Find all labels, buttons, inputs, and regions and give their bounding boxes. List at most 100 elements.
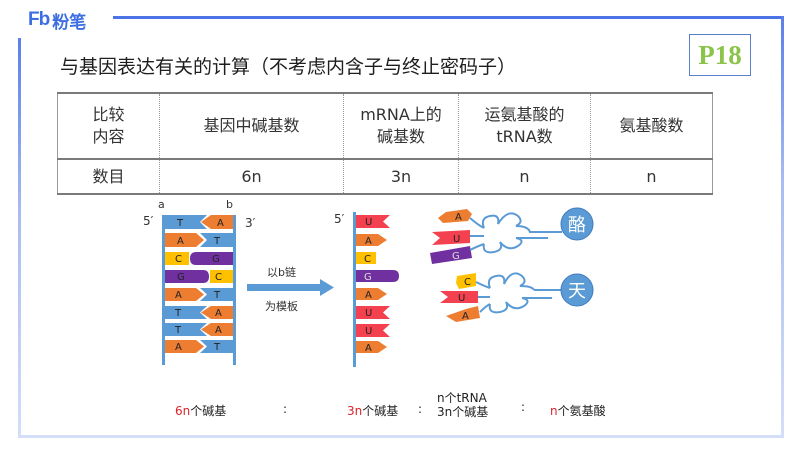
header-text: 氨基酸数 bbox=[619, 116, 684, 135]
ratio-mrna-unit: 个碱基 bbox=[362, 404, 399, 418]
header-cell-mrna-bases: mRNA上的 碱基数 bbox=[343, 92, 459, 160]
base-letter: G bbox=[364, 272, 372, 283]
header-text: 碱基数 bbox=[376, 127, 425, 146]
base-letter: T bbox=[174, 325, 182, 336]
cell-mrna-bases: 3n bbox=[343, 159, 459, 195]
base-pair: T A bbox=[165, 323, 233, 336]
ratio-amino-unit: 个氨基酸 bbox=[557, 404, 606, 418]
base-letter: A bbox=[175, 290, 182, 301]
header-text: mRNA上的 bbox=[360, 105, 442, 124]
page-number-badge: P18 bbox=[689, 34, 751, 76]
header-cell-gene-bases: 基因中碱基数 bbox=[159, 92, 344, 160]
base-letter: A bbox=[365, 290, 372, 301]
ratio-trna-line1: n个tRNA bbox=[437, 391, 487, 405]
amino-acid-aspartate-label: 天 bbox=[568, 281, 586, 302]
row-label: 数目 bbox=[57, 159, 160, 195]
table-header-row: 比较 内容 基因中碱基数 mRNA上的 碱基数 运氨基酸的 tRNA数 氨基酸数 bbox=[57, 92, 713, 160]
ratio-trna: n个tRNA 3n个碱基 bbox=[437, 391, 488, 419]
header-cell-trna-count: 运氨基酸的 tRNA数 bbox=[458, 92, 591, 160]
base-letter: A bbox=[215, 308, 222, 319]
mrna-bases: U A C G A U U A bbox=[356, 215, 399, 354]
header-text: tRNA数 bbox=[496, 127, 553, 146]
base-pair: C G bbox=[165, 252, 233, 265]
dna-base-pairs: T A A T C G G C A T bbox=[165, 215, 233, 353]
base-pair: A T bbox=[165, 340, 233, 353]
ratio-amino-acids: n个氨基酸 bbox=[550, 402, 606, 419]
base-pair: T A bbox=[165, 215, 233, 229]
template-arrow bbox=[247, 279, 334, 296]
mrna-five-prime-label: 5′ bbox=[334, 212, 345, 226]
base-letter: C bbox=[364, 254, 371, 265]
base-letter: A bbox=[217, 218, 224, 229]
base-letter: A bbox=[365, 236, 372, 247]
base-pair: T A bbox=[165, 306, 233, 319]
base-letter: T bbox=[213, 342, 221, 353]
base-letter: C bbox=[464, 277, 471, 288]
ratio-mrna-number: 3n bbox=[347, 404, 363, 418]
trna-tyrosine: A U G 酪 bbox=[430, 207, 594, 264]
base-letter: A bbox=[462, 311, 469, 322]
cell-gene-bases: 6n bbox=[159, 159, 344, 195]
strand-a-label: a bbox=[158, 198, 165, 211]
base-letter: G bbox=[212, 254, 220, 265]
base-pair: A T bbox=[165, 233, 233, 247]
ratio-separator: : bbox=[283, 402, 288, 416]
header-text: 基因中碱基数 bbox=[203, 116, 300, 135]
ratio-gene-unit: 个碱基 bbox=[190, 404, 227, 418]
ratio-mrna-bases: 3n个碱基 bbox=[347, 402, 398, 419]
arrow-label-line2: 为模板 bbox=[265, 299, 298, 313]
base-letter: U bbox=[365, 308, 372, 319]
base-pair: G C bbox=[165, 270, 233, 283]
base-letter: U bbox=[453, 234, 460, 245]
dna-strand-a bbox=[162, 215, 165, 365]
fenbi-logo: Fb 粉笔 bbox=[28, 8, 87, 33]
ratio-gene-bases: 6n个碱基 bbox=[175, 402, 226, 419]
strand-b-label: b bbox=[226, 198, 233, 211]
frame-top-line bbox=[113, 16, 784, 19]
base-letter: A bbox=[177, 236, 184, 247]
ratio-trna-line2: 3n个碱基 bbox=[437, 405, 489, 419]
cell-trna-count: n bbox=[458, 159, 591, 195]
ratio-amino-number: n bbox=[550, 404, 558, 418]
mrna-backbone bbox=[353, 212, 356, 367]
base-letter: A bbox=[455, 212, 462, 223]
ratio-separator: : bbox=[521, 400, 526, 414]
frame-left-border bbox=[18, 38, 21, 438]
base-letter: G bbox=[177, 272, 185, 283]
base-letter: U bbox=[365, 217, 372, 228]
dna-five-prime-label: 5′ bbox=[143, 214, 154, 228]
base-letter: U bbox=[458, 293, 465, 304]
logo-text: 粉笔 bbox=[52, 12, 87, 33]
amino-acid-tyrosine-label: 酪 bbox=[568, 215, 586, 236]
base-letter: T bbox=[213, 236, 221, 247]
slide-title: 与基因表达有关的计算（不考虑内含子与终止密码子） bbox=[60, 56, 517, 78]
base-letter: C bbox=[175, 254, 182, 265]
base-letter: C bbox=[215, 272, 222, 283]
logo-mark: Fb bbox=[28, 9, 50, 30]
dna-strand-b bbox=[233, 215, 236, 365]
trna-aspartate: C U A 天 bbox=[440, 272, 594, 322]
ratio-gene-number: 6n bbox=[175, 404, 191, 418]
header-text: 运氨基酸的 bbox=[484, 105, 565, 124]
cell-amino-acid-count: n bbox=[590, 159, 713, 195]
base-letter: G bbox=[452, 251, 460, 262]
ratio-separator: : bbox=[418, 402, 423, 416]
header-text: 比较 bbox=[92, 105, 125, 124]
arrow-label-line1: 以b链 bbox=[267, 265, 296, 279]
header-cell-amino-acid-count: 氨基酸数 bbox=[590, 92, 713, 160]
base-pair: A T bbox=[165, 288, 233, 301]
table-row: 数目 6n 3n n n bbox=[57, 159, 713, 195]
frame-bottom-border bbox=[18, 435, 784, 438]
base-letter: A bbox=[215, 325, 222, 336]
frame-right-border bbox=[781, 16, 784, 438]
base-letter: U bbox=[365, 326, 372, 337]
base-letter: A bbox=[365, 343, 372, 354]
base-letter: T bbox=[176, 218, 184, 229]
base-letter: T bbox=[213, 290, 221, 301]
header-text: 内容 bbox=[92, 127, 125, 146]
base-letter: A bbox=[175, 342, 182, 353]
dna-three-prime-label: 3′ bbox=[245, 216, 256, 230]
base-letter: T bbox=[174, 308, 182, 319]
comparison-table: 比较 内容 基因中碱基数 mRNA上的 碱基数 运氨基酸的 tRNA数 氨基酸数… bbox=[57, 92, 713, 195]
